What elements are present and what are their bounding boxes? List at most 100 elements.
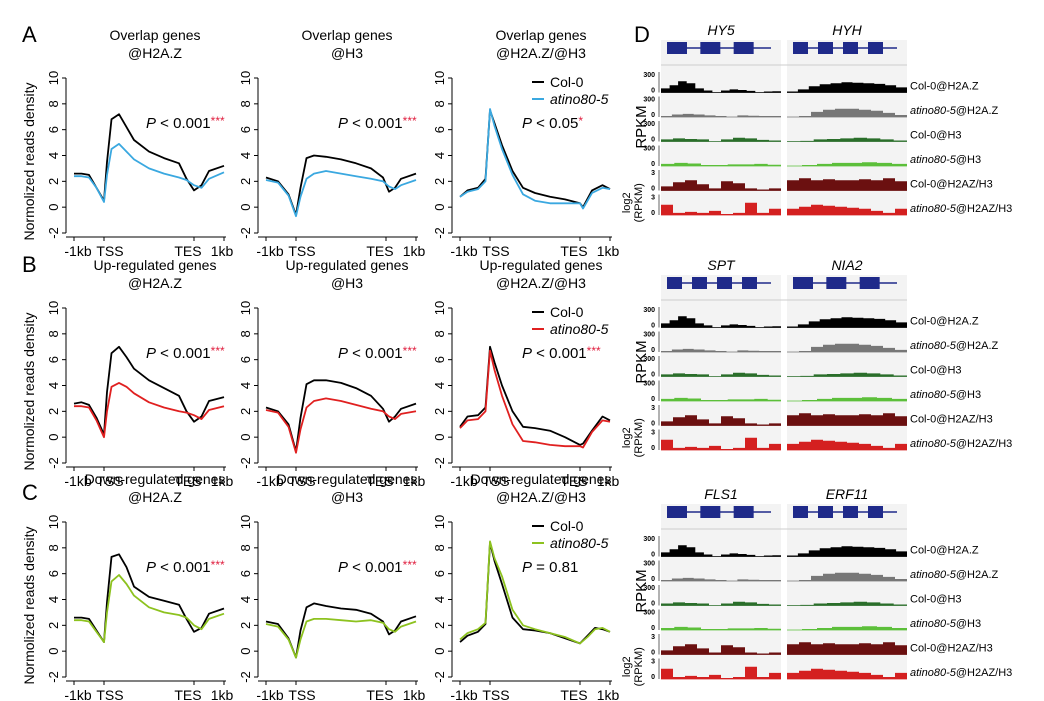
track-label: atino80-5@H2AZ/H3 <box>910 203 1012 215</box>
x-tick-label: TES <box>560 243 587 259</box>
x-tick-label: TSS <box>96 687 123 701</box>
y-tick-label: 2 <box>432 622 447 629</box>
y-tick-label: 0 <box>432 204 447 211</box>
chart-title-line1: Overlap genes <box>495 27 586 43</box>
series-line-col-0 <box>265 154 417 216</box>
y-tick-label: 10 <box>238 515 253 529</box>
y-tick-label: -2 <box>238 671 253 683</box>
x-tick-label: -1kb <box>450 687 477 701</box>
x-tick-label: -1kb <box>64 687 91 701</box>
coverage-area <box>787 162 907 166</box>
x-tick-label: 1kb <box>403 473 426 489</box>
coverage-area <box>787 204 907 215</box>
track-ymin: 0 <box>651 601 655 608</box>
coverage-area <box>661 202 781 215</box>
y-axis-label: Normolized reads density <box>21 527 37 685</box>
y-tick-label: 2 <box>46 622 61 629</box>
p-value-text: < 0.001 <box>156 345 211 362</box>
legend-label: Col-0 <box>550 518 584 534</box>
track-ymin: 0 <box>651 186 655 193</box>
track-label-sample: atino80-5 <box>910 154 957 166</box>
x-tick-label: TES <box>174 243 201 259</box>
x-tick-label: -1kb <box>256 473 283 489</box>
p-value-text: < 0.001 <box>348 115 403 132</box>
y-axis-label-log2-unit: (RPKM) <box>633 183 645 222</box>
y-tick-label: 6 <box>432 126 447 133</box>
coverage-area <box>661 372 781 377</box>
y-tick-label: 4 <box>238 596 253 603</box>
chart-a-1: Overlap genes @H2A.Z -2 0 2 4 6 8 10 Normolized r… <box>21 27 233 259</box>
track-ymin: 0 <box>651 650 655 657</box>
series-line-col-0 <box>459 541 611 645</box>
coverage-area <box>661 644 781 655</box>
p-value-text: < 0.001 <box>532 345 587 362</box>
track-label: atino80-5@H3 <box>910 154 981 166</box>
p-symbol: P <box>338 345 348 362</box>
coverage-area <box>787 546 907 557</box>
legend-label: Col-0 <box>550 304 584 320</box>
coverage-area <box>661 137 781 142</box>
y-tick-label: 4 <box>238 152 253 159</box>
chart-title-line1: Up-regulated genes <box>480 257 603 273</box>
y-tick-label: -2 <box>238 227 253 239</box>
y-axis-label-log2-unit: (RPKM) <box>633 647 645 686</box>
y-tick-label: 4 <box>432 152 447 159</box>
track-ymax: 300 <box>643 307 655 314</box>
track-ymin: 0 <box>651 674 655 681</box>
y-tick-label: 10 <box>432 301 447 315</box>
panel-label-a: A <box>22 22 37 47</box>
track-ymax: 300 <box>643 536 655 543</box>
y-tick-label: -2 <box>238 457 253 469</box>
x-tick-label: 1kb <box>403 687 426 701</box>
track-label-mark: Col-0@H2AZ/H3 <box>910 414 993 426</box>
track-ymax: 300 <box>643 561 655 568</box>
y-tick-label: 6 <box>238 126 253 133</box>
coverage-area <box>661 437 781 450</box>
track-label: Col-0@H3 <box>910 130 962 142</box>
coverage-area <box>787 642 907 655</box>
gene-model-exon <box>859 277 880 289</box>
gene-model-exon <box>826 277 847 289</box>
track-ymin: 0 <box>651 421 655 428</box>
track-label-mark: @H2A.Z <box>956 340 999 352</box>
y-tick-label: 8 <box>432 100 447 107</box>
chart-c-2: Down-regulated genes @H3 -2 0 2 4 6 8 10 -1kb TSS T… <box>238 471 425 701</box>
track-label: atino80-5@H2AZ/H3 <box>910 667 1012 679</box>
y-tick-label: 4 <box>238 382 253 389</box>
track-label-sample: atino80-5 <box>910 618 957 630</box>
track-ymax: 3 <box>651 405 655 412</box>
x-tick-label: -1kb <box>64 243 91 259</box>
track-ymin: 0 <box>651 88 655 95</box>
coverage-area <box>661 180 781 191</box>
track-label-sample: atino80-5 <box>910 203 957 215</box>
track-label: Col-0@H3 <box>910 365 962 377</box>
track-ymin: 0 <box>651 396 655 403</box>
p-value-text: < 0.001 <box>156 559 211 576</box>
gene-model-exon <box>868 506 883 518</box>
y-axis-label-rpkm: RPKM <box>633 105 650 148</box>
track-label-mark: @H2A.Z <box>956 105 999 117</box>
panel-label-c: C <box>22 480 38 505</box>
significance-stars: *** <box>211 344 225 358</box>
p-value-annotation: P < 0.001*** <box>338 558 417 576</box>
line-plots-grid: A B C Overlap genes @H2A.Z -2 0 2 4 6 8 10 Normolize… <box>21 22 619 701</box>
track-label-mark: @H3 <box>956 154 981 166</box>
track-ymin: 0 <box>651 210 655 217</box>
chart-b-2: Up-regulated genes @H3 -2 0 2 4 6 8 10 -1kb TSS TES… <box>238 257 425 489</box>
y-tick-label: 2 <box>238 622 253 629</box>
x-tick-label: 1kb <box>211 687 234 701</box>
legend-label: atino80-5 <box>550 321 609 337</box>
chart-b-1: Up-regulated genes @H2A.Z -2 0 2 4 6 8 10 Normoli… <box>21 257 233 489</box>
gene-model-exon <box>733 506 754 518</box>
p-value-text: < 0.001 <box>156 115 211 132</box>
track-ymax: 300 <box>643 610 655 617</box>
gene-model-exon <box>667 506 687 518</box>
p-symbol: P <box>522 115 532 132</box>
y-tick-label: 2 <box>46 408 61 415</box>
y-tick-label: -2 <box>46 457 61 469</box>
series-line-atino80-5 <box>459 540 611 645</box>
coverage-area <box>661 545 781 557</box>
coverage-area <box>787 439 907 450</box>
